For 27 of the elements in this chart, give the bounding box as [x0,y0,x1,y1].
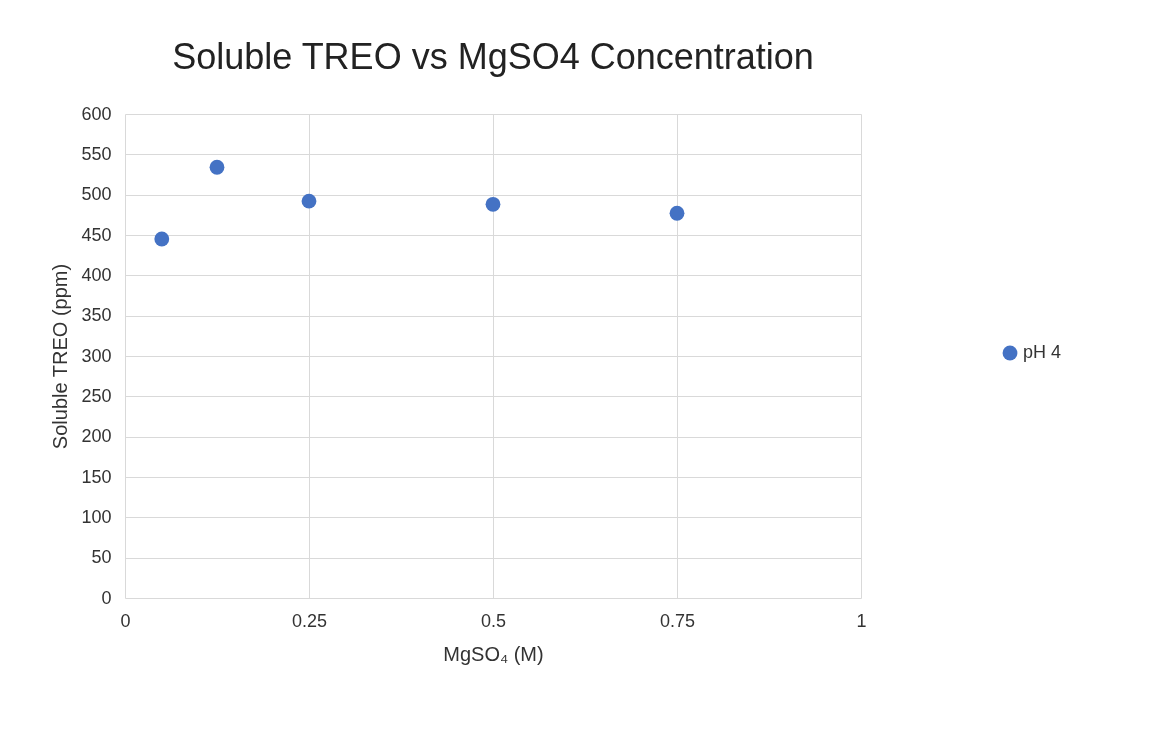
y-tick-label: 0 [101,587,112,608]
x-tick-label: 0.5 [480,610,507,631]
point [301,193,317,209]
y-tick-label: 450 [81,224,112,245]
x-tick-label: 1 [856,610,867,631]
y-tick-label: 200 [81,426,112,447]
chart-title: Soluble TREO vs MgSO4 Concentration [172,36,814,77]
point [154,231,170,247]
y-tick-label: 350 [81,305,112,326]
y-tick-label: 400 [81,264,112,285]
point [669,205,685,221]
y-tick-label: 250 [81,385,112,406]
x-tick-label: 0.25 [291,610,328,631]
y-tick-label: 550 [81,143,112,164]
x-tick-label: 0.75 [659,610,696,631]
legend-label: pH 4 [1023,342,1062,362]
y-tick-label: 100 [81,506,112,527]
y-tick-label: 600 [81,103,112,124]
y-tick-label: 500 [81,184,112,205]
point [485,196,501,212]
y-axis-title: Soluble TREO (ppm) [49,263,72,450]
x-tick-label: 0 [120,610,131,631]
y-tick-label: 50 [91,547,112,568]
x-axis-title: MgSO₄ (M) [443,642,544,665]
y-tick-label: 300 [81,345,112,366]
y-tick-label: 150 [81,466,112,487]
point [209,159,225,175]
